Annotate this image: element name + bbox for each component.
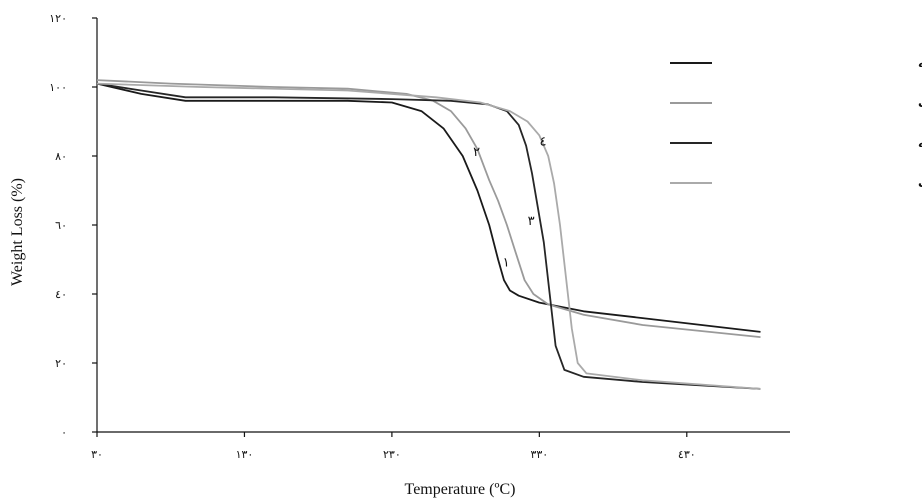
y-axis-title: Weight Loss (%) xyxy=(9,178,26,286)
y-tick-label: ٤۰ xyxy=(55,288,67,301)
curve-label-2: ۲ xyxy=(473,145,480,160)
x-tick-label: ۳۳۰ xyxy=(530,448,548,461)
y-tick-label: ۰ xyxy=(61,426,67,439)
series-line-1 xyxy=(96,82,761,333)
curve-label-4: ٤ xyxy=(539,135,546,150)
plot-area: ۳۰ ۱۳۰ ۲۳۰ ۳۳۰ ٤۳۰ ۰ ۲۰ ٤۰ ٦۰ ۸۰ ۱۰۰ ۱۲۰ ۱ ۲ ۳ ٤ xyxy=(49,12,790,461)
legend-label-2: ۲ الیاف خام پوست xyxy=(918,96,922,111)
legend-label-1: ۱ الیاف خام ساقه xyxy=(918,56,922,71)
y-tick-label: ۸۰ xyxy=(55,150,67,163)
x-tick-label: ۳۰ xyxy=(91,448,103,461)
y-tick-label: ۲۰ xyxy=(55,357,67,370)
y-ticks: ۰ ۲۰ ٤۰ ٦۰ ۸۰ ۱۰۰ ۱۲۰ xyxy=(49,12,97,439)
y-tick-label: ۱۰۰ xyxy=(49,81,67,94)
series-line-4 xyxy=(96,82,761,390)
curve-label-1: ۱ xyxy=(503,255,510,270)
legend: ۱ الیاف خام ساقه ۲ الیاف خام پوست ۳ الیاف … xyxy=(670,56,922,191)
x-tick-label: ۲۳۰ xyxy=(383,448,401,461)
curve-labels: ۱ ۲ ۳ ٤ xyxy=(473,135,546,271)
x-ticks: ۳۰ ۱۳۰ ۲۳۰ ۳۳۰ ٤۳۰ xyxy=(91,432,696,461)
y-tick-label: ٦۰ xyxy=(55,219,67,232)
series-line-2 xyxy=(96,79,761,338)
series-line-3 xyxy=(96,82,761,390)
x-axis-title: Temperature (ºC) xyxy=(405,481,516,498)
x-tick-label: ٤۳۰ xyxy=(678,448,696,461)
y-tick-label: ۱۲۰ xyxy=(49,12,67,25)
curve-label-3: ۳ xyxy=(528,214,535,229)
legend-label-3: ۳ الیاف خمیر رنگبری‌شده ساقه xyxy=(918,136,922,150)
legend-label-4: ۴ الیاف خمیر رنگبری‌شده پوست xyxy=(918,176,922,191)
x-tick-label: ۱۳۰ xyxy=(236,448,254,461)
series-layer xyxy=(96,79,761,390)
